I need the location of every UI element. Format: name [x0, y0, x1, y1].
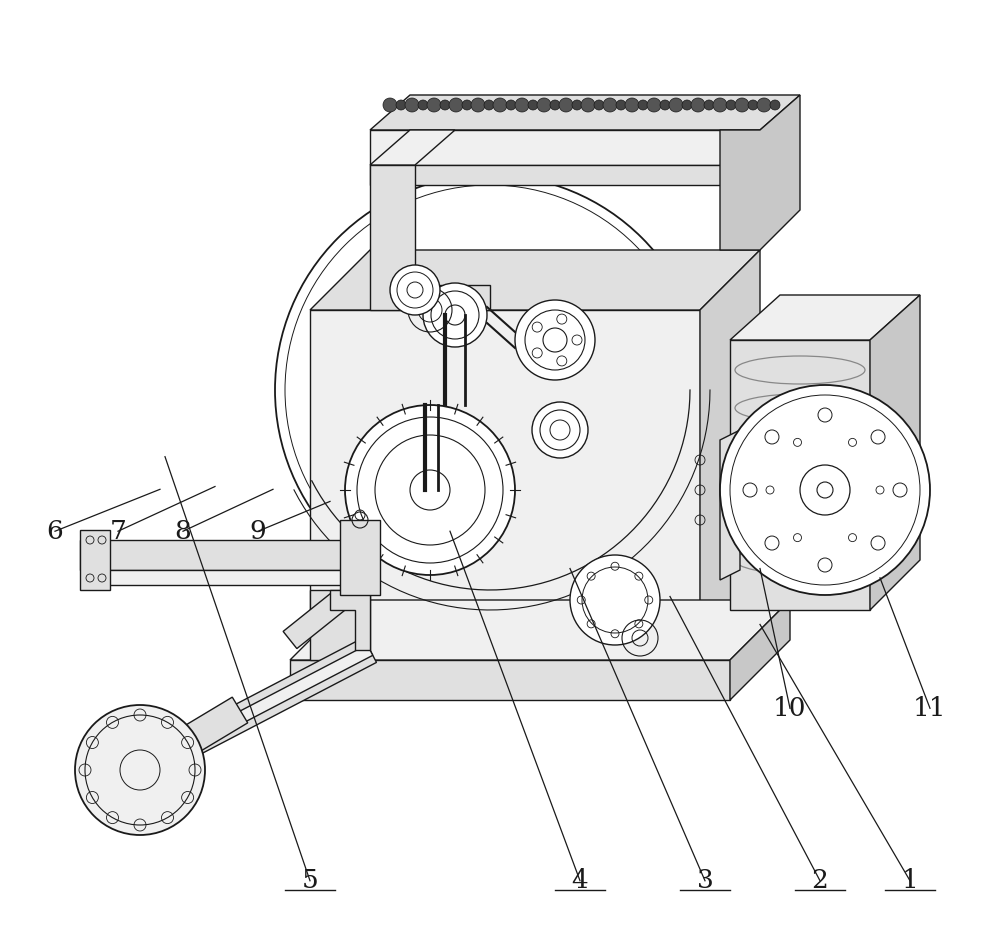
- Circle shape: [515, 300, 595, 380]
- Circle shape: [528, 100, 538, 110]
- Circle shape: [616, 100, 626, 110]
- Circle shape: [559, 98, 573, 112]
- Circle shape: [537, 98, 551, 112]
- Circle shape: [757, 98, 771, 112]
- Circle shape: [396, 100, 406, 110]
- Circle shape: [418, 100, 428, 110]
- Text: 2: 2: [812, 869, 828, 893]
- Text: 7: 7: [110, 519, 126, 543]
- Polygon shape: [283, 592, 347, 649]
- Circle shape: [440, 100, 450, 110]
- Circle shape: [638, 100, 648, 110]
- Text: 1: 1: [902, 869, 918, 893]
- Circle shape: [713, 98, 727, 112]
- Polygon shape: [720, 430, 740, 580]
- Polygon shape: [310, 310, 700, 660]
- Text: 5: 5: [302, 869, 318, 893]
- Circle shape: [726, 100, 736, 110]
- Text: 10: 10: [773, 696, 807, 720]
- Circle shape: [603, 98, 617, 112]
- Text: 9: 9: [250, 519, 266, 543]
- Circle shape: [484, 100, 494, 110]
- Polygon shape: [730, 340, 870, 610]
- Polygon shape: [137, 645, 373, 775]
- Polygon shape: [80, 540, 360, 570]
- Polygon shape: [870, 295, 920, 610]
- Circle shape: [383, 98, 397, 112]
- Polygon shape: [730, 600, 790, 700]
- Circle shape: [449, 98, 463, 112]
- Polygon shape: [290, 660, 730, 700]
- Polygon shape: [340, 520, 380, 595]
- Polygon shape: [720, 95, 800, 250]
- Circle shape: [572, 100, 582, 110]
- Polygon shape: [290, 600, 790, 660]
- Polygon shape: [370, 165, 415, 310]
- Circle shape: [405, 98, 419, 112]
- Polygon shape: [310, 250, 760, 310]
- Polygon shape: [100, 570, 360, 585]
- Polygon shape: [330, 590, 370, 650]
- Polygon shape: [134, 637, 376, 782]
- Text: 8: 8: [175, 519, 191, 543]
- Polygon shape: [310, 590, 370, 660]
- Circle shape: [390, 265, 440, 315]
- Circle shape: [275, 175, 705, 605]
- Polygon shape: [370, 95, 800, 130]
- Circle shape: [515, 98, 529, 112]
- Text: 4: 4: [572, 869, 588, 893]
- Polygon shape: [370, 130, 455, 165]
- Circle shape: [647, 98, 661, 112]
- Circle shape: [720, 385, 930, 595]
- Circle shape: [471, 98, 485, 112]
- Polygon shape: [730, 295, 920, 340]
- Polygon shape: [80, 530, 110, 590]
- Text: 11: 11: [913, 696, 947, 720]
- Circle shape: [345, 405, 515, 575]
- Circle shape: [691, 98, 705, 112]
- Circle shape: [550, 100, 560, 110]
- Circle shape: [427, 98, 441, 112]
- Polygon shape: [132, 697, 248, 783]
- Circle shape: [625, 98, 639, 112]
- Circle shape: [75, 705, 205, 835]
- Circle shape: [581, 98, 595, 112]
- Circle shape: [570, 555, 660, 645]
- Circle shape: [493, 98, 507, 112]
- Circle shape: [770, 100, 780, 110]
- Circle shape: [423, 283, 487, 347]
- Circle shape: [660, 100, 670, 110]
- Circle shape: [735, 98, 749, 112]
- Circle shape: [669, 98, 683, 112]
- Polygon shape: [415, 285, 490, 310]
- Circle shape: [506, 100, 516, 110]
- Circle shape: [594, 100, 604, 110]
- Circle shape: [682, 100, 692, 110]
- Circle shape: [532, 402, 588, 458]
- Circle shape: [704, 100, 714, 110]
- Polygon shape: [370, 130, 760, 165]
- Circle shape: [462, 100, 472, 110]
- Polygon shape: [370, 165, 760, 185]
- Polygon shape: [700, 250, 760, 660]
- Text: 6: 6: [47, 519, 63, 543]
- Text: 3: 3: [697, 869, 713, 893]
- Circle shape: [748, 100, 758, 110]
